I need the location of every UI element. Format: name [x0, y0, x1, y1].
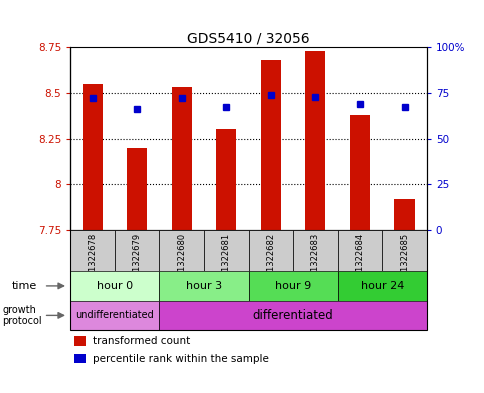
- Bar: [216, 129, 236, 230]
- Text: GSM1322681: GSM1322681: [221, 233, 230, 289]
- Bar: [74, 354, 86, 364]
- Bar: [393, 199, 414, 230]
- Text: GSM1322680: GSM1322680: [177, 233, 186, 289]
- Text: GSM1322684: GSM1322684: [355, 233, 363, 289]
- Text: hour 3: hour 3: [185, 281, 222, 291]
- Bar: [159, 230, 204, 271]
- Text: time: time: [12, 281, 37, 291]
- Title: GDS5410 / 32056: GDS5410 / 32056: [187, 32, 309, 46]
- Bar: [260, 60, 280, 230]
- Text: transformed count: transformed count: [93, 336, 190, 346]
- Bar: [292, 230, 337, 271]
- Bar: [82, 84, 103, 230]
- Text: hour 24: hour 24: [360, 281, 403, 291]
- Bar: [349, 115, 369, 230]
- Bar: [248, 271, 337, 301]
- Bar: [381, 230, 426, 271]
- Bar: [115, 230, 159, 271]
- Text: GSM1322682: GSM1322682: [266, 233, 275, 289]
- Bar: [305, 51, 325, 230]
- Bar: [204, 230, 248, 271]
- Text: undifferentiated: undifferentiated: [76, 310, 154, 320]
- Text: GSM1322683: GSM1322683: [310, 233, 319, 290]
- Bar: [127, 148, 147, 230]
- Bar: [159, 301, 426, 330]
- Bar: [70, 301, 159, 330]
- Bar: [159, 271, 248, 301]
- Bar: [70, 271, 159, 301]
- Bar: [337, 271, 426, 301]
- Text: percentile rank within the sample: percentile rank within the sample: [93, 354, 269, 364]
- Text: hour 0: hour 0: [97, 281, 133, 291]
- Bar: [70, 230, 115, 271]
- Text: growth
protocol: growth protocol: [2, 305, 42, 326]
- Bar: [74, 336, 86, 346]
- Text: GSM1322685: GSM1322685: [399, 233, 408, 289]
- Text: GSM1322678: GSM1322678: [88, 233, 97, 290]
- Bar: [248, 230, 292, 271]
- Bar: [171, 87, 191, 230]
- Text: differentiated: differentiated: [252, 309, 333, 322]
- Text: GSM1322679: GSM1322679: [133, 233, 141, 289]
- Text: hour 9: hour 9: [274, 281, 311, 291]
- Bar: [337, 230, 381, 271]
